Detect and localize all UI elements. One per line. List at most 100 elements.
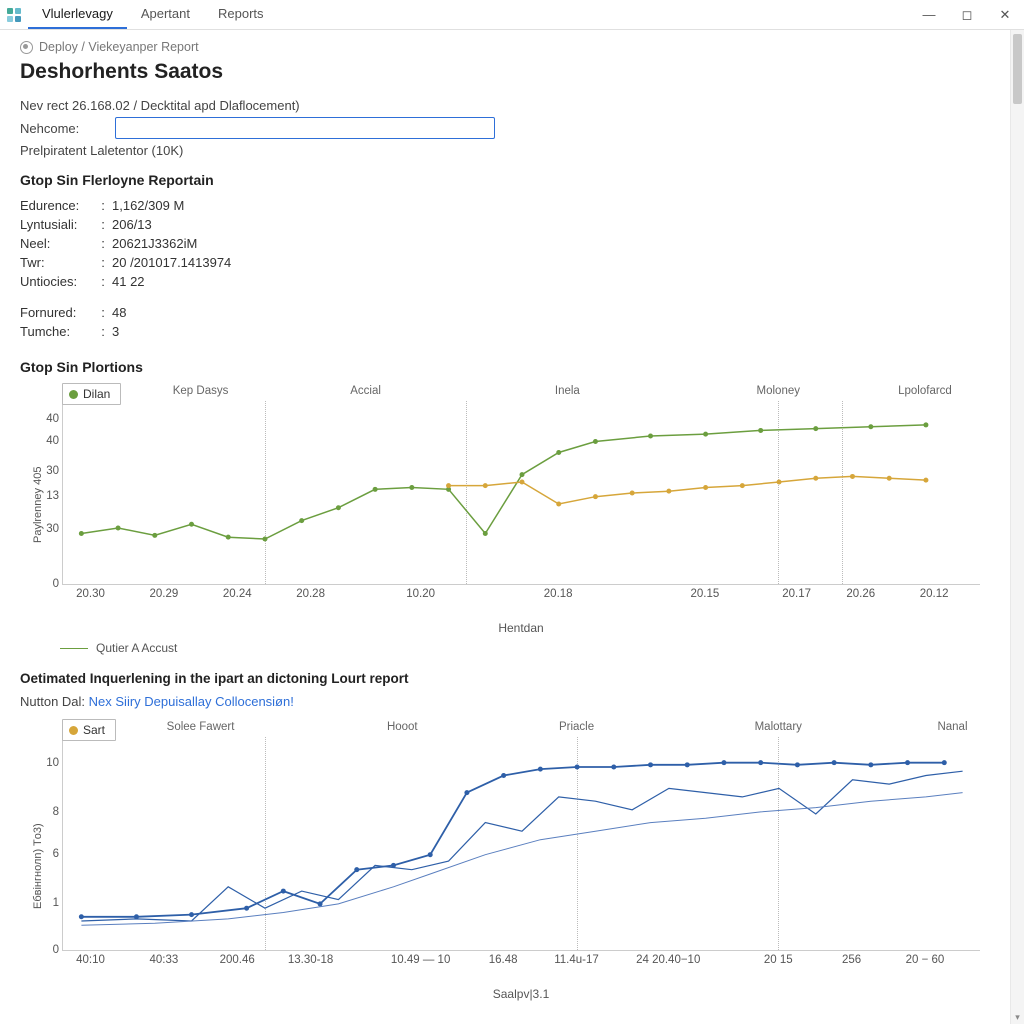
stat-val: 206/13 — [112, 215, 237, 234]
stat-sep: : — [100, 299, 112, 322]
table-row: Neel::20621J3362iM — [20, 234, 237, 253]
window-controls: — ◻ ✕ — [910, 0, 1024, 29]
content-area: Deploy / Viekeyanper Report Deshorhents … — [0, 30, 1010, 1024]
x-tick: 40:33 — [149, 954, 178, 966]
meta-line-1: Nev rect 26.168.02 / Decktital apd Dlafl… — [20, 98, 990, 113]
report-link[interactable]: Nex Siiry Depuisallay Collocensiøn! — [89, 694, 294, 709]
stat-sep: : — [100, 196, 112, 215]
x-tick: 20.15 — [691, 588, 720, 600]
maximize-button[interactable]: ◻ — [948, 0, 986, 29]
chart-col-label: Hooot — [387, 721, 418, 733]
stat-key: Twr: — [20, 253, 100, 272]
titlebar: Vlulerlevagy Apertant Reports — ◻ ✕ — [0, 0, 1024, 30]
chart-col-label: Priacle — [559, 721, 594, 733]
chart2-plot-area: Solee FawertHoootPriacleMalottaryNanal10… — [62, 737, 980, 951]
stat-sep: : — [100, 322, 112, 341]
chart-col-label: Moloney — [757, 385, 800, 397]
chart-lines — [63, 737, 981, 951]
breadcrumb-icon — [20, 41, 33, 54]
chart-lines — [63, 401, 981, 585]
x-tick: 20 − 60 — [906, 954, 945, 966]
stat-sep: : — [100, 215, 112, 234]
chart-col-label: Accial — [350, 385, 381, 397]
chart1-legend-label: Dilan — [83, 387, 110, 401]
table-row: Edurence::1,162/309 M — [20, 196, 237, 215]
x-tick: 20.29 — [149, 588, 178, 600]
name-input[interactable] — [115, 117, 495, 139]
table-row: Tumche::3 — [20, 322, 237, 341]
link-line: Nutton Dal: Nex Siiry Depuisallay Colloc… — [20, 694, 990, 709]
x-tick: 13.30-18 — [288, 954, 333, 966]
x-tick: 20.24 — [223, 588, 252, 600]
stat-val: 41 22 — [112, 272, 237, 291]
section-stats-title: Gtop Sin Flerloyne Reportain — [20, 172, 990, 188]
chart1-legend2-label: Qutier A Accust — [96, 641, 177, 655]
stat-key: Neel: — [20, 234, 100, 253]
y-tick: 0 — [29, 578, 59, 590]
stats-table: Edurence::1,162/309 MLyntusiali::206/13N… — [20, 196, 237, 341]
chart1-below-legend: Qutier A Accust — [60, 641, 990, 655]
chart-1: Dilan Kep DasysAccialInelaMoloneyLpolofa… — [62, 383, 980, 613]
chart-col-label: Kep Dasys — [173, 385, 229, 397]
x-tick: 20.30 — [76, 588, 105, 600]
stat-val: 48 — [112, 299, 237, 322]
chart2-legend-label: Sart — [83, 723, 105, 737]
y-tick: 8 — [29, 806, 59, 818]
chart1-y-label: Paylrenney 405 — [32, 467, 44, 543]
stat-key: Tumche: — [20, 322, 100, 341]
y-tick: 40 — [29, 413, 59, 425]
stat-val: 20621J3362iM — [112, 234, 237, 253]
name-field-row: Nehcome: — [20, 117, 990, 139]
chart2-legend: Sart — [62, 719, 116, 741]
x-tick: 20.18 — [544, 588, 573, 600]
chart1-legend-dot — [69, 390, 78, 399]
x-tick: 20 15 — [764, 954, 793, 966]
section-chart1-title: Gtop Sin Plortions — [20, 359, 990, 375]
stat-sep: : — [100, 272, 112, 291]
chart1-legend2-swatch — [60, 648, 88, 649]
vertical-scrollbar[interactable]: ▴ ▾ — [1010, 30, 1024, 1024]
x-tick: 11.4u-17 — [554, 954, 599, 966]
scroll-thumb[interactable] — [1013, 34, 1022, 104]
x-tick: 24 20.40−10 — [636, 954, 700, 966]
table-row: Untiocies::41 22 — [20, 272, 237, 291]
y-tick: 10 — [29, 757, 59, 769]
chart1-legend: Dilan — [62, 383, 121, 405]
table-row: Twr::20 /201017.1413974 — [20, 253, 237, 272]
chart2-legend-dot — [69, 726, 78, 735]
table-row: Fornured::48 — [20, 299, 237, 322]
tab-overview[interactable]: Vlulerlevagy — [28, 0, 127, 29]
chart1-plot-area: Kep DasysAccialInelaMoloneyLpolofarcd404… — [62, 401, 980, 585]
chart-col-label: Nanal — [937, 721, 967, 733]
scroll-down-icon[interactable]: ▾ — [1011, 1010, 1024, 1024]
tab-apertant[interactable]: Apertant — [127, 0, 204, 29]
stat-val: 20 /201017.1413974 — [112, 253, 237, 272]
stat-val: 3 — [112, 322, 237, 341]
link-prefix: Nutton Dal: — [20, 694, 89, 709]
x-tick: 20.26 — [846, 588, 875, 600]
name-label: Nehcome: — [20, 121, 115, 136]
x-tick: 40:10 — [76, 954, 105, 966]
minimize-button[interactable]: — — [910, 0, 948, 29]
chart-col-label: Lpolofarcd — [898, 385, 952, 397]
stat-val: 1,162/309 M — [112, 196, 237, 215]
window-tabs: Vlulerlevagy Apertant Reports — [28, 0, 278, 29]
stat-sep: : — [100, 253, 112, 272]
page-title: Deshorhents Saatos — [20, 60, 990, 84]
chart-col-label: Malottary — [755, 721, 802, 733]
x-tick: 10.49 — 10 — [391, 954, 450, 966]
table-row: Lyntusiali::206/13 — [20, 215, 237, 234]
chart1-x-label: Hentdan — [498, 621, 543, 635]
close-button[interactable]: ✕ — [986, 0, 1024, 29]
y-tick: 40 — [29, 435, 59, 447]
chart-col-label: Inela — [555, 385, 580, 397]
x-tick: 10.20 — [406, 588, 435, 600]
x-tick: 20.28 — [296, 588, 325, 600]
chart-col-label: Solee Fawert — [167, 721, 235, 733]
chart2-x-label: Saalpv|3.1 — [493, 987, 550, 1001]
stat-key: Lyntusiali: — [20, 215, 100, 234]
stat-key: Untiocies: — [20, 272, 100, 291]
chart2-y-label: Ебвінгнолn) Tо3) — [32, 823, 44, 909]
x-tick: 256 — [842, 954, 861, 966]
tab-reports[interactable]: Reports — [204, 0, 278, 29]
